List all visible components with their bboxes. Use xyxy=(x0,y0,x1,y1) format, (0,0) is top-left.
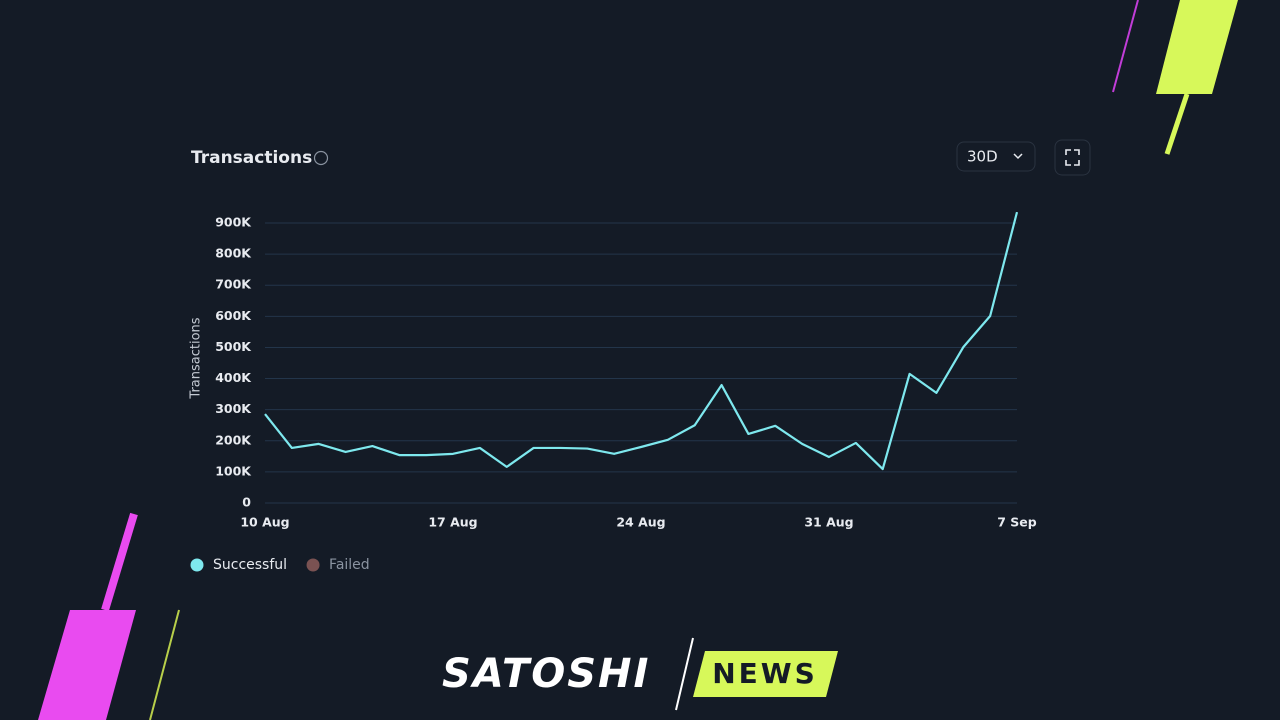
range-label: 30D xyxy=(967,148,998,166)
legend-label: Successful xyxy=(213,557,287,573)
brand-name: SATOSHI xyxy=(442,651,650,697)
deco xyxy=(675,637,694,711)
x-tick-label: 31 Aug xyxy=(804,515,853,530)
info-icon[interactable] xyxy=(313,150,329,166)
range-select[interactable] xyxy=(956,141,1036,172)
chart-title: Transactions xyxy=(191,148,312,168)
brand-tag: NEWS xyxy=(712,657,818,690)
chevron xyxy=(1013,153,1023,160)
legend-label: Failed xyxy=(329,557,370,573)
deco xyxy=(101,512,138,612)
y-tick-label: 300K xyxy=(215,401,252,416)
y-tick-label: 0 xyxy=(242,495,251,510)
y-tick-label: 900K xyxy=(215,215,252,230)
series-line xyxy=(264,211,1019,471)
deco xyxy=(149,609,180,720)
fullscreen-icon xyxy=(1065,149,1080,166)
y-tick-label: 100K xyxy=(215,463,252,478)
deco xyxy=(1164,93,1190,155)
x-tick-label: 10 Aug xyxy=(240,515,289,530)
deco xyxy=(1156,0,1238,94)
deco xyxy=(1112,0,1139,93)
x-tick-label: 17 Aug xyxy=(428,515,477,530)
x-tick-label: 7 Sep xyxy=(997,515,1037,530)
y-tick-label: 700K xyxy=(215,277,252,292)
legend-swatch xyxy=(190,558,204,572)
y-tick-label: 500K xyxy=(215,339,252,354)
y-tick-label: 600K xyxy=(215,308,252,323)
y-tick-label: 800K xyxy=(215,246,252,261)
y-tick-label: 200K xyxy=(215,432,252,447)
legend-swatch xyxy=(306,558,320,572)
y-tick-label: 400K xyxy=(215,370,252,385)
x-tick-label: 24 Aug xyxy=(616,515,665,530)
brand-badge xyxy=(693,651,838,697)
y-axis-label: Transactions xyxy=(189,317,204,399)
fullscreen-button[interactable] xyxy=(1054,139,1091,176)
deco xyxy=(38,610,136,720)
